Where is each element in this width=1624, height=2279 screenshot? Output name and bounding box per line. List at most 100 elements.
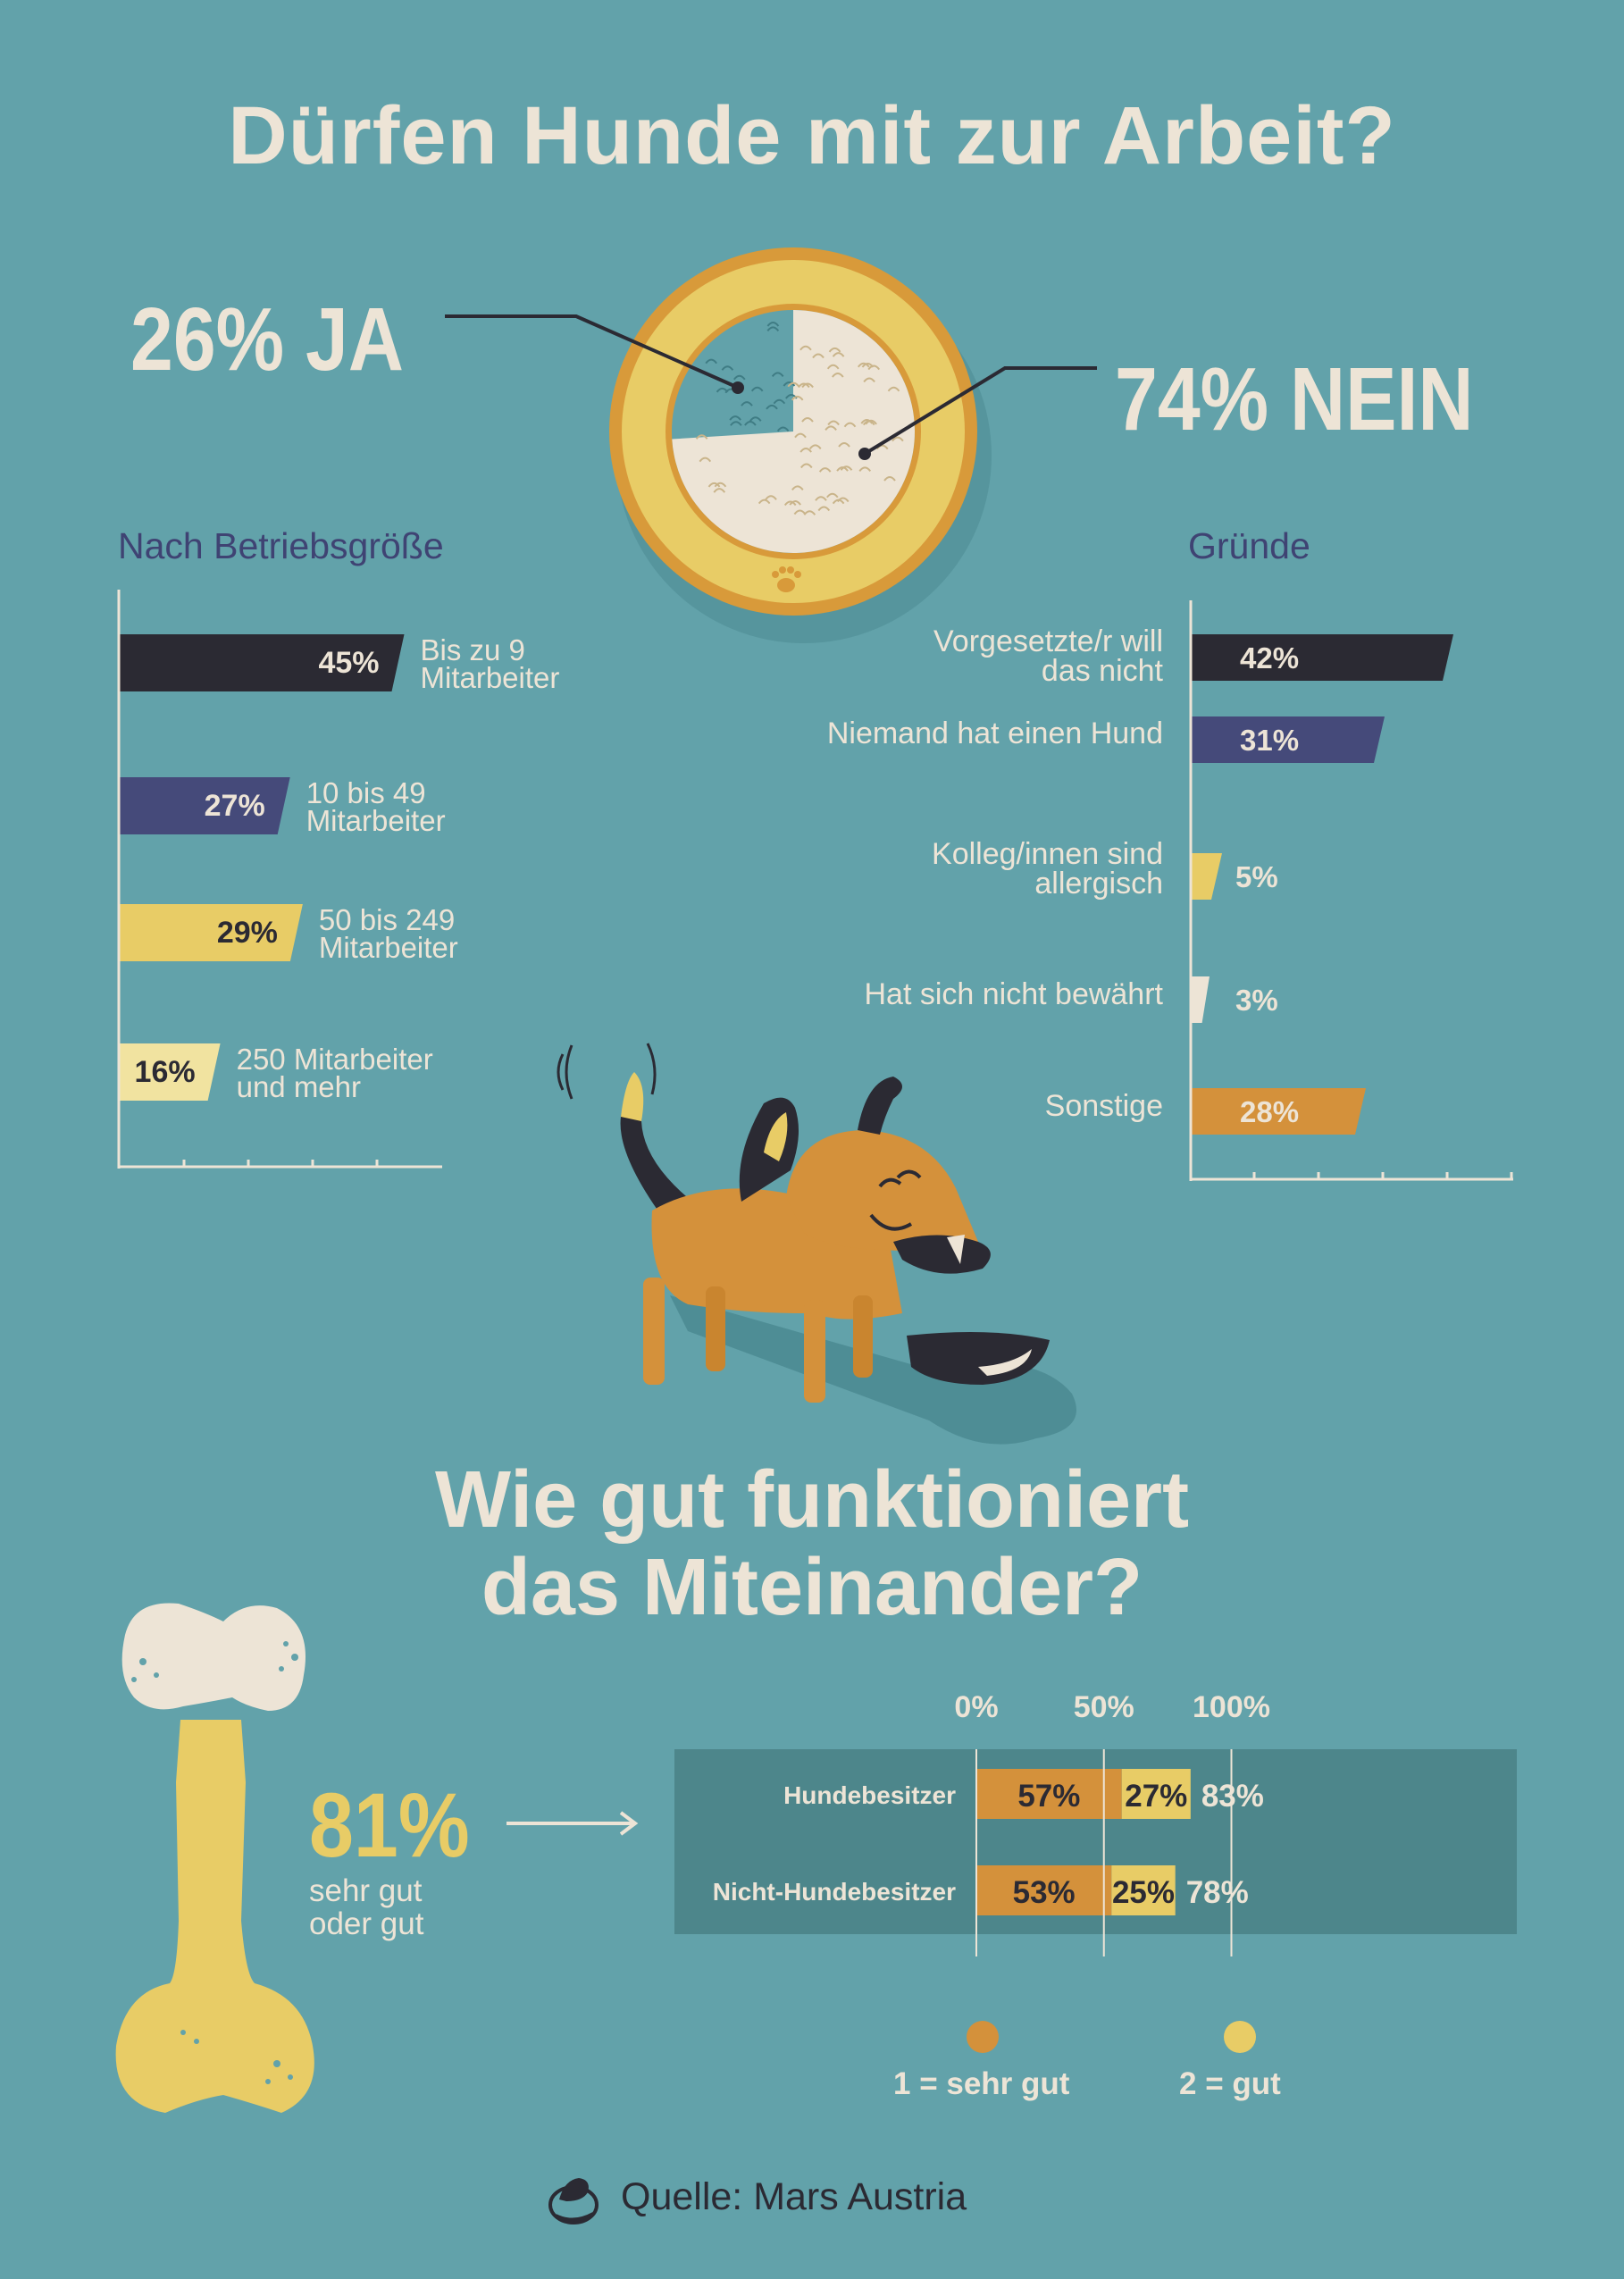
pie-slice-nein [672, 310, 915, 553]
right-bar-2 [1191, 853, 1222, 900]
legend-label-sehr-gut: 1 = sehr gut [893, 2066, 1070, 2101]
left-bar-category-2: 50 bis 249 Mitarbeiter [318, 903, 458, 964]
pie-leader-nein-dot [858, 448, 871, 460]
right-bar-category-line: Vorgesetzte/r will [933, 624, 1163, 658]
stacked-bar-label-0-0: 57% [1017, 1779, 1081, 1814]
dog-tooth [947, 1235, 965, 1264]
pie-texture [695, 321, 904, 515]
pie-label-nein: 74% NEIN [1115, 349, 1474, 449]
pie-leader-nein [863, 366, 1097, 456]
left-bar-label-1: 27% [204, 789, 265, 823]
page-title: Dürfen Hunde mit zur Arbeit? [228, 90, 1396, 181]
stacked-bar-1-1 [1111, 1865, 1176, 1915]
highlight-caption-line2: oder gut [309, 1906, 424, 1941]
right-bar-3 [1191, 976, 1210, 1023]
left-bar-3 [119, 1043, 221, 1101]
highlight-value: 81% [309, 1774, 470, 1876]
dog-ear-left-inner [764, 1112, 788, 1161]
right-bar-label-0: 42% [1240, 641, 1300, 674]
dog-bowl [907, 1332, 1050, 1385]
right-bar-category-0: Vorgesetzte/r will das nicht [697, 624, 1163, 688]
left-chart-plot [117, 590, 442, 1169]
stacked-bar-label-1-1: 25% [1111, 1875, 1176, 1910]
stacked-tick-label-2: 100% [1193, 1690, 1270, 1724]
section2-title: Wie gut funktioniert das Miteinander? [0, 1456, 1624, 1631]
right-bar-category-line: Kolleg/innen sind [932, 837, 1163, 871]
left-bar-category-line: und mehr [236, 1070, 362, 1103]
bone-spots [131, 1641, 298, 2084]
dog-bowl-logo-icon [548, 2178, 599, 2225]
pie-chart [445, 247, 1097, 643]
highlight-caption-line1: sehr gut [309, 1873, 423, 1908]
right-bar-category-line: das nicht [1041, 654, 1163, 688]
left-bar-chart: 45% Bis zu 9 Mitarbeiter 27% 10 bis 49 Mitarb… [117, 590, 560, 1169]
stacked-bar-1-0 [976, 1865, 1112, 1915]
stacked-bar-label-0-1: 27% [1125, 1779, 1188, 1814]
legend-label-gut: 2 = gut [1179, 2066, 1281, 2101]
highlight-caption: sehr gut oder gut [309, 1874, 423, 1940]
pie-leader-ja [445, 314, 735, 388]
paw-icon [772, 566, 801, 592]
left-bar-category-line: Mitarbeiter [420, 661, 560, 694]
stacked-bar-0-1 [1121, 1769, 1191, 1819]
bone-shape [115, 1720, 314, 2113]
left-bar-label-3: 16% [134, 1055, 196, 1089]
stacked-bar-0-0 [976, 1769, 1122, 1819]
right-bar-category-4: Sonstige [697, 1091, 1163, 1121]
right-bar-category-2: Kolleg/innen sind allergisch [697, 837, 1163, 901]
dog-ear-right [858, 1077, 902, 1135]
stacked-row-label-0: Hundebesitzer [783, 1781, 956, 1809]
left-bar-2 [119, 904, 303, 961]
left-bar-label-0: 45% [318, 646, 380, 680]
dog-tail-tip [621, 1072, 644, 1121]
left-bar-category-line: 250 Mitarbeiter [236, 1043, 433, 1076]
right-bar-label-2: 5% [1235, 860, 1278, 893]
left-bar-category-line: Bis zu 9 [420, 633, 525, 666]
right-bar-category-line: Hat sich nicht bewährt [864, 977, 1164, 1011]
dog-leg-front [804, 1300, 825, 1403]
dog-illustration [557, 1043, 1076, 1445]
right-bar-label-3: 3% [1235, 984, 1278, 1017]
right-bar-label-4: 28% [1240, 1095, 1300, 1128]
left-bar-1 [119, 777, 290, 834]
dog-leg-back2 [706, 1286, 725, 1371]
dog-nose [893, 1235, 991, 1274]
left-bar-0 [119, 634, 405, 691]
left-bar-category-line: 10 bis 49 [306, 776, 426, 809]
dog-leg-front2 [853, 1295, 873, 1378]
right-bar-0 [1191, 634, 1453, 681]
dog-head [786, 1130, 978, 1254]
stacked-bar-label-1-0: 53% [1012, 1875, 1076, 1910]
right-bar-label-1: 31% [1240, 724, 1300, 757]
left-bar-category-line: 50 bis 249 [318, 903, 456, 936]
right-bar-category-1: Niemand hat einen Hund [697, 716, 1163, 750]
legend-swatch-sehr-gut [967, 2021, 999, 2053]
right-bar-chart: 42% Vorgesetzte/r will das nicht 31% Niemand… [697, 600, 1513, 1181]
dog-bowl-shine [978, 1349, 1032, 1376]
stacked-total-1: 78% [1185, 1875, 1249, 1910]
left-bar-category-line: Mitarbeiter [318, 931, 458, 964]
stacked-tick-label-0: 0% [954, 1690, 999, 1724]
left-bar-category-1: 10 bis 49 Mitarbeiter [306, 776, 446, 837]
pie-leader-ja-dot [732, 381, 744, 394]
left-bar-label-2: 29% [216, 916, 278, 950]
right-bar-4 [1191, 1088, 1366, 1135]
right-bar-1 [1191, 716, 1385, 763]
right-chart-plot [1189, 600, 1513, 1181]
right-bar-category-3: Hat sich nicht bewährt [697, 977, 1164, 1011]
legend-swatch-gut [1224, 2021, 1256, 2053]
section2-title-line1: Wie gut funktioniert [434, 1455, 1190, 1545]
stacked-total-0: 83% [1201, 1779, 1264, 1814]
left-bar-category-0: Bis zu 9 Mitarbeiter [420, 633, 560, 694]
stacked-tick-label-1: 50% [1073, 1690, 1134, 1724]
arrow-icon [506, 1811, 639, 1836]
right-bar-category-line: allergisch [1034, 867, 1163, 901]
source-text: Quelle: Mars Austria [621, 2175, 967, 2218]
pie-label-ja: 26% JA [130, 289, 404, 390]
right-bar-category-line: Niemand hat einen Hund [826, 716, 1163, 750]
left-chart-title: Nach Betriebsgröße [118, 525, 444, 566]
right-chart-title: Gründe [1188, 525, 1310, 566]
left-bar-category-line: Mitarbeiter [306, 804, 446, 837]
